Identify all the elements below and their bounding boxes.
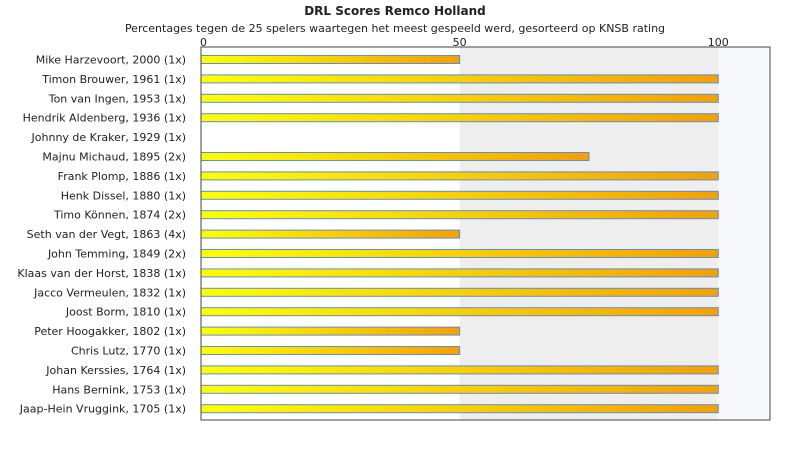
category-label: Hans Bernink, 1753 (1x): [52, 383, 186, 396]
x-tick-label: 0: [200, 36, 207, 49]
background-band: [459, 47, 719, 420]
bar: [200, 346, 461, 355]
category-label: Klaas van der Horst, 1838 (1x): [17, 267, 186, 280]
category-label: Chris Lutz, 1770 (1x): [71, 345, 186, 358]
category-label: John Temming, 1849 (2x): [47, 248, 186, 261]
category-label: Timo Können, 1874 (2x): [53, 209, 186, 222]
category-label: Frank Plomp, 1886 (1x): [58, 170, 186, 183]
category-label: Hendrik Aldenberg, 1936 (1x): [23, 112, 186, 125]
category-label: Jacco Vermeulen, 1832 (1x): [33, 286, 186, 299]
bar: [200, 404, 719, 414]
bar: [200, 55, 461, 64]
bar: [200, 365, 719, 375]
category-label: Joost Borm, 1810 (1x): [65, 306, 186, 319]
bar: [200, 74, 719, 84]
plot-frame: [200, 46, 771, 421]
category-label: Peter Hoogakker, 1802 (1x): [34, 325, 186, 338]
bar: [200, 326, 461, 336]
bar: [200, 113, 719, 123]
bar: [200, 384, 719, 394]
bar: [200, 210, 719, 220]
category-label: Timon Brouwer, 1961 (1x): [41, 73, 186, 86]
bar: [200, 190, 719, 200]
bar: [200, 229, 461, 239]
background-band: [718, 47, 770, 420]
chart-title: DRL Scores Remco Holland: [304, 4, 486, 18]
category-label: Ton van Ingen, 1953 (1x): [48, 92, 186, 105]
category-label: Henk Dissel, 1880 (1x): [61, 189, 186, 202]
category-label: Johan Kerssies, 1764 (1x): [45, 364, 186, 377]
category-label: Mike Harzevoort, 2000 (1x): [36, 54, 186, 67]
bar: [200, 152, 590, 161]
x-tick-label: 100: [708, 36, 729, 49]
bar: [200, 287, 719, 297]
bar: [200, 93, 719, 103]
bar: [200, 268, 719, 278]
bar: [200, 171, 719, 181]
category-label: Jaap-Hein Vruggink, 1705 (1x): [19, 403, 186, 416]
chart-subtitle: Percentages tegen de 25 spelers waartege…: [124, 22, 666, 35]
x-tick-label: 50: [453, 36, 467, 49]
bar: [200, 249, 719, 258]
category-label: Seth van der Vegt, 1863 (4x): [27, 228, 186, 241]
category-label: Majnu Michaud, 1895 (2x): [42, 151, 186, 164]
category-label: Johnny de Kraker, 1929 (1x): [31, 131, 186, 144]
bar: [200, 307, 719, 317]
